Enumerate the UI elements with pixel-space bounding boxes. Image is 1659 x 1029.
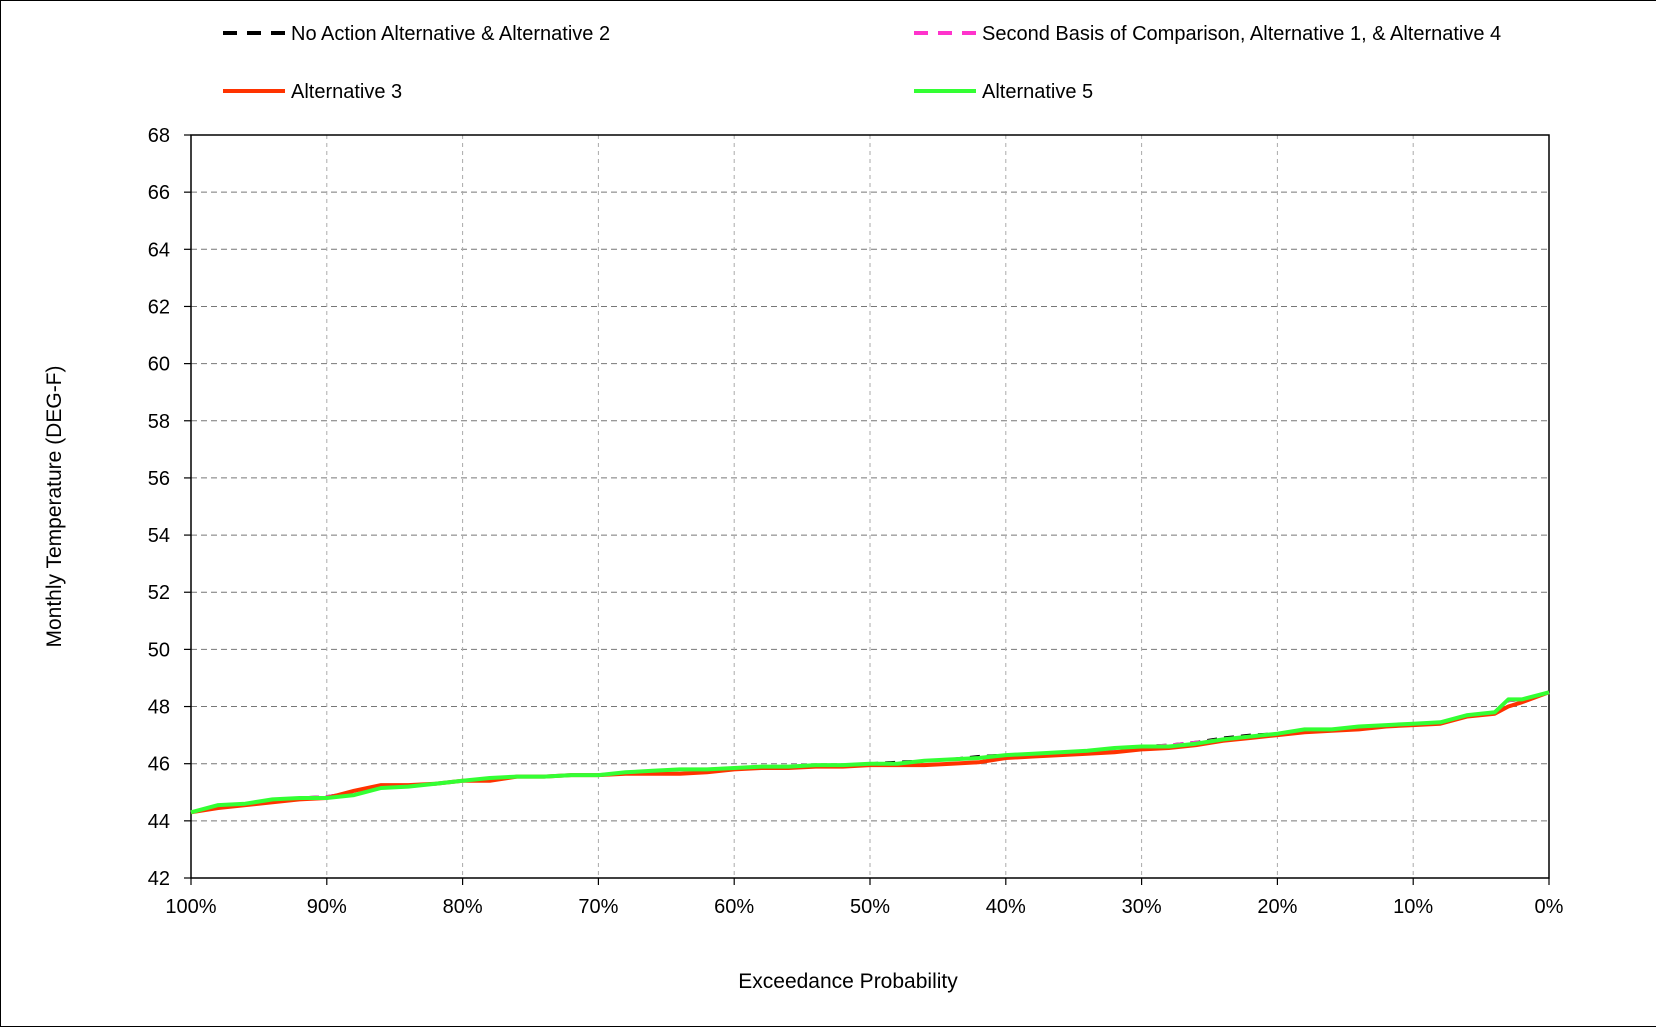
legend-label-2: Second Basis of Comparison, Alternative … — [982, 23, 1501, 45]
x-tick-label: 70% — [578, 896, 618, 918]
y-tick-label: 62 — [148, 296, 170, 318]
x-tick-label: 0% — [1535, 896, 1564, 918]
y-tick-label: 66 — [148, 182, 170, 204]
series-layer — [190, 690, 1550, 815]
x-tick-label: 80% — [443, 896, 483, 918]
legend-label-4: Alternative 5 — [982, 81, 1093, 103]
x-tick-label: 10% — [1393, 896, 1433, 918]
y-tick-label: 46 — [148, 754, 170, 776]
x-tick-label: 40% — [986, 896, 1026, 918]
y-tick-label: 50 — [148, 639, 170, 661]
y-tick-label: 58 — [148, 411, 170, 433]
x-axis-title: Exceedance Probability — [738, 970, 958, 993]
axis-ticks: 42 44 46 48 50 52 54 56 58 60 62 64 66 68 100% 90% 80% 70… — [148, 125, 1564, 918]
x-tick-label: 100% — [165, 896, 216, 918]
x-tick-label: 50% — [850, 896, 890, 918]
y-axis-title: Monthly Temperature (DEG-F) — [43, 365, 66, 647]
y-tick-label: 48 — [148, 697, 170, 719]
y-tick-label: 68 — [148, 125, 170, 147]
x-tick-label: 60% — [714, 896, 754, 918]
x-tick-label: 20% — [1257, 896, 1297, 918]
y-tick-label: 52 — [148, 582, 170, 604]
series-line-4 — [190, 690, 1550, 815]
legend: No Action Alternative & Alternative 2 Sec… — [223, 23, 1501, 103]
y-tick-label: 44 — [148, 811, 170, 833]
legend-label-3: Alternative 3 — [291, 81, 402, 103]
y-tick-label: 64 — [148, 239, 170, 261]
y-tick-label: 42 — [148, 868, 170, 890]
x-tick-label: 30% — [1122, 896, 1162, 918]
y-tick-label: 60 — [148, 354, 170, 376]
x-tick-label: 90% — [307, 896, 347, 918]
legend-label-1: No Action Alternative & Alternative 2 — [291, 23, 610, 45]
y-tick-label: 54 — [148, 525, 170, 547]
y-tick-label: 56 — [148, 468, 170, 490]
